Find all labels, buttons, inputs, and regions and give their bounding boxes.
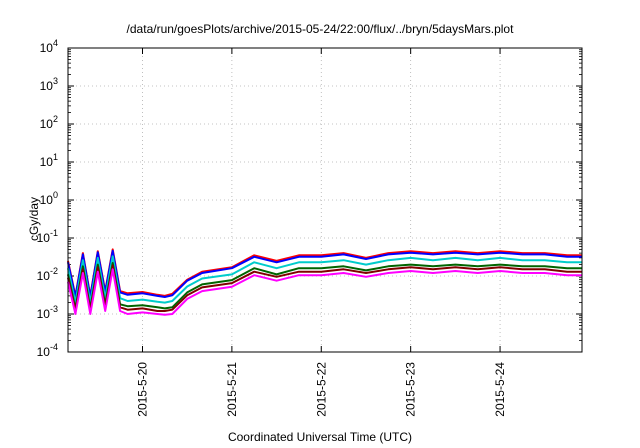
x-axis-label: Coordinated Universal Time (UTC) (227, 430, 413, 444)
x-tick-label: 2015-5-23 (404, 362, 418, 417)
x-tick-label: 2015-5-22 (314, 362, 328, 417)
series-line (67, 268, 582, 316)
y-axis-label: cGy/day (27, 197, 41, 242)
plot-frame (67, 47, 583, 353)
x-tick-label: 2015-5-24 (493, 362, 507, 417)
y-tick-label: 10-4 (37, 342, 58, 359)
y-tick-label: 10-3 (37, 304, 58, 321)
y-tick-label: 104 (40, 38, 58, 55)
x-tick-label: 2015-5-21 (225, 362, 239, 417)
y-tick-label: 10-2 (37, 266, 58, 283)
y-tick-label: 100 (40, 190, 58, 207)
y-tick-label: 103 (40, 76, 58, 93)
series-line (67, 249, 582, 298)
chart-title: /data/run/goesPlots/archive/2015-05-24/2… (126, 22, 514, 36)
y-tick-label: 102 (40, 114, 58, 131)
series-line (67, 255, 582, 304)
series-line (67, 262, 582, 310)
y-tick-label: 101 (40, 152, 58, 169)
x-tick-label: 2015-5-20 (135, 362, 149, 417)
